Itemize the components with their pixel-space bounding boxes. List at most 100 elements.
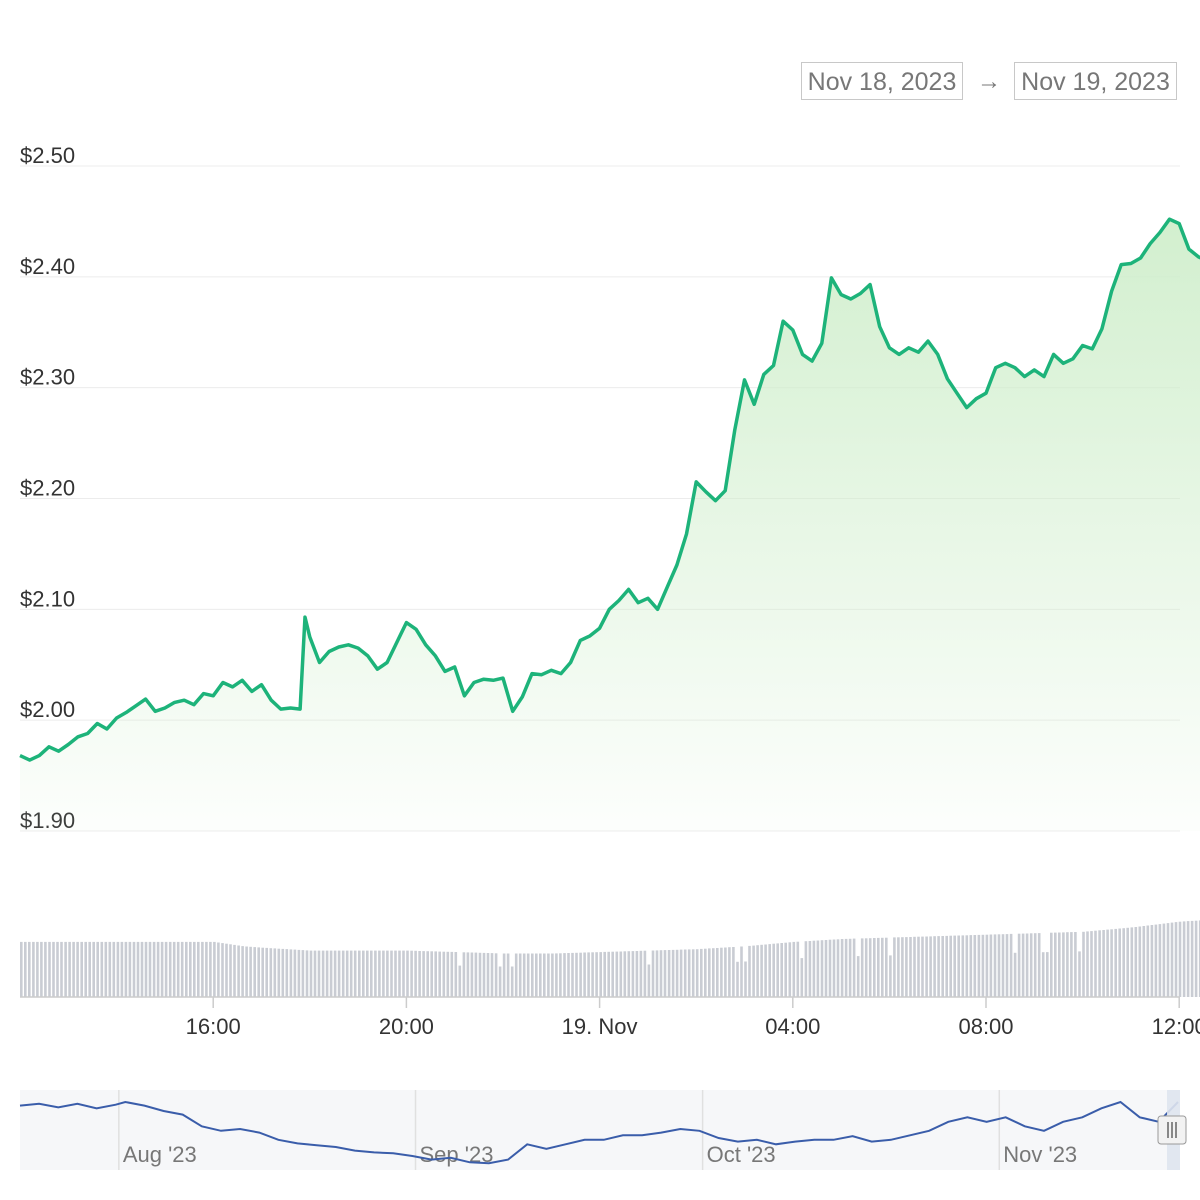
volume-bar — [172, 941, 176, 997]
volume-bar — [390, 950, 393, 997]
volume-bar — [531, 953, 534, 997]
volume-bar — [474, 952, 478, 997]
volume-bar — [518, 953, 522, 997]
navigator-handle[interactable] — [1157, 1115, 1187, 1145]
volume-bar — [414, 950, 417, 997]
volume-bar — [712, 948, 715, 997]
volume-bar — [804, 941, 808, 997]
volume-bar — [305, 950, 309, 997]
x-tick-label: 04:00 — [765, 1014, 820, 1039]
volume-bar — [748, 945, 751, 997]
volume-bar — [180, 941, 184, 997]
volume-bar — [700, 948, 703, 997]
volume-bar — [168, 941, 172, 997]
volume-bar — [667, 950, 671, 997]
volume-bar — [1154, 924, 1158, 997]
volume-bar — [160, 941, 164, 997]
volume-bar — [406, 950, 409, 997]
volume-bar — [1106, 929, 1109, 997]
volume-bar — [1041, 952, 1045, 997]
volume-bar — [856, 956, 860, 997]
range-to-input[interactable]: Nov 19, 2023 — [1014, 62, 1177, 100]
volume-bar — [378, 950, 381, 997]
volume-bar — [683, 949, 687, 997]
volume-bar — [1130, 927, 1134, 997]
volume-bar — [478, 952, 482, 997]
volume-bar — [402, 950, 405, 997]
volume-bar — [132, 941, 136, 997]
volume-bar — [728, 947, 731, 997]
volume-bar — [44, 941, 47, 997]
volume-bar — [261, 947, 264, 997]
volume-bar — [217, 942, 220, 997]
x-tick-label: 08:00 — [958, 1014, 1013, 1039]
volume-bar — [736, 961, 739, 997]
volume-bar — [337, 950, 341, 997]
volume-bar — [301, 950, 305, 997]
volume-bar — [185, 941, 188, 997]
volume-bar — [720, 947, 723, 997]
volume-bar — [551, 953, 554, 997]
volume-bar — [189, 941, 192, 997]
volume-bar — [571, 952, 574, 997]
volume-bar — [124, 941, 128, 997]
range-from-input[interactable]: Nov 18, 2023 — [801, 62, 963, 100]
volume-bar — [438, 951, 441, 997]
volume-bar — [539, 953, 542, 997]
volume-bar — [1074, 932, 1077, 997]
volume-bar — [245, 946, 248, 997]
volume-bar — [281, 948, 285, 997]
volume-bar — [595, 952, 598, 997]
volume-bar — [116, 941, 120, 997]
volume-bar — [1122, 928, 1125, 997]
price-area — [20, 219, 1200, 831]
volume-bar — [796, 941, 800, 997]
navigator[interactable]: Aug '23 Sep '23 Oct '23 Nov '23 — [19, 1090, 1187, 1170]
volume-bar — [48, 941, 51, 997]
volume-bar — [72, 941, 75, 997]
volume-bar — [969, 935, 973, 997]
volume-bar — [1054, 932, 1057, 997]
volume-bar — [498, 966, 502, 997]
volume-bar — [563, 953, 566, 997]
volume-bar — [490, 953, 494, 997]
y-tick-label: $2.00 — [20, 697, 75, 722]
volume-bar — [24, 941, 27, 997]
volume-bar — [88, 941, 91, 997]
volume-bar — [1021, 933, 1025, 997]
y-tick-label: $2.20 — [20, 476, 75, 501]
volume-bar — [241, 946, 244, 997]
volume-bar — [100, 941, 104, 997]
volume-bar — [913, 936, 916, 997]
volume-bar — [1058, 932, 1061, 997]
volume-bar — [1098, 930, 1101, 997]
volume-bar — [1174, 922, 1178, 997]
volume-bar — [860, 938, 864, 997]
volume-bar — [724, 947, 727, 997]
volume-bar — [881, 937, 884, 997]
volume-bar — [366, 950, 369, 997]
volume-bar — [32, 941, 35, 997]
x-tick-label: 16:00 — [186, 1014, 241, 1039]
volume-bar — [764, 944, 767, 997]
volume-bar — [156, 941, 160, 997]
volume-bar — [313, 950, 317, 997]
volume-bar — [1182, 921, 1186, 997]
volume-bar — [732, 947, 735, 997]
volume-bar — [659, 950, 663, 997]
volume-bar — [772, 943, 775, 997]
volume-bar — [265, 947, 268, 997]
volume-bar — [309, 950, 313, 997]
volume-bar — [410, 950, 413, 997]
volume-bar — [450, 951, 454, 997]
volume-bar — [370, 950, 373, 997]
volume-bar — [40, 941, 43, 997]
volume-bar — [575, 952, 578, 997]
volume-bar — [176, 941, 180, 997]
volume-bar — [506, 953, 510, 997]
volume-bar — [1029, 933, 1033, 997]
volume-bar — [197, 941, 200, 997]
range-arrow: → — [977, 68, 1001, 95]
volume-bar — [112, 941, 116, 997]
volume-bar — [84, 941, 87, 997]
